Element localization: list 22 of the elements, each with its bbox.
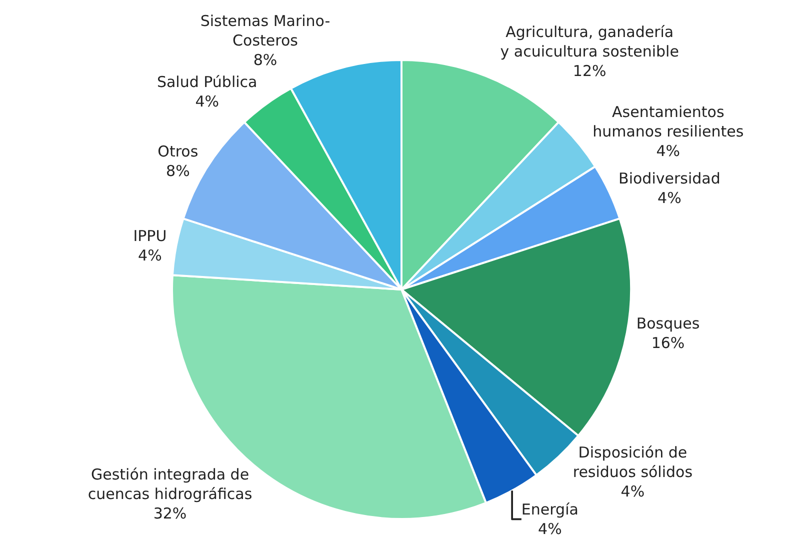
data-label: 32%: [153, 504, 187, 522]
slice-label: Gestión integrada de cuencas hidrográficas: [88, 465, 252, 503]
slice-label: Otros: [158, 142, 198, 160]
slice-label: Bosques: [636, 314, 700, 332]
slice-label: Agricultura, ganadería y acuicultura sostenible: [500, 22, 679, 60]
slice-label: Disposición de residuos sólidos: [572, 443, 693, 481]
slice-label: Asentamientos humanos resilientes: [592, 103, 744, 141]
data-label: 4%: [195, 92, 219, 110]
slice-label: Energía: [521, 500, 578, 518]
slice-label: Biodiversidad: [618, 170, 720, 188]
slice-label: IPPU: [133, 227, 167, 246]
data-label: 4%: [656, 142, 680, 160]
data-label: 4%: [620, 482, 645, 500]
data-label: 4%: [138, 246, 162, 265]
slice-label: Sistemas Marino- Costeros: [200, 12, 330, 50]
data-label: 4%: [658, 189, 682, 208]
slice-label: Salud Pública: [156, 72, 258, 91]
data-label: 4%: [538, 520, 562, 538]
data-label: 8%: [253, 50, 278, 69]
data-label: 12%: [572, 62, 606, 80]
data-label: 8%: [166, 162, 190, 180]
data-label: 16%: [651, 334, 685, 352]
